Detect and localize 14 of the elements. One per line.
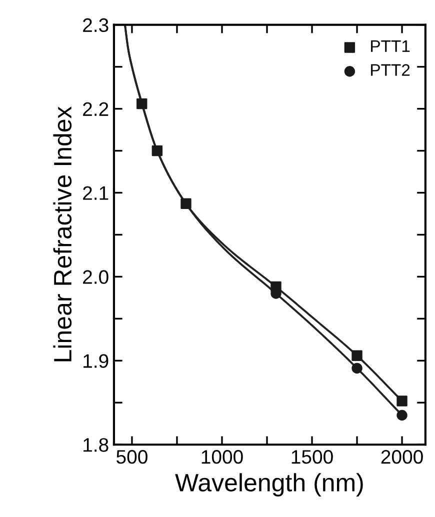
legend-label: PTT1: [371, 40, 410, 52]
y-tick-label: 1.8: [84, 438, 108, 452]
y-tick-label: 2.0: [83, 270, 108, 284]
x-tick-label: 1000: [202, 450, 243, 464]
x-tick-label: 1500: [292, 450, 333, 464]
x-tick-label: 2000: [381, 450, 423, 464]
y-tick-label: 2.1: [83, 186, 108, 200]
x-tick-label: 500: [116, 450, 148, 464]
y-tick-label: 2.2: [83, 102, 108, 116]
legend-label: PTT2: [371, 64, 410, 76]
x-axis-title: Wavelength (nm): [175, 473, 363, 496]
y-tick-label: 1.9: [84, 354, 108, 368]
y-tick-label: 2.3: [83, 18, 108, 32]
y-axis-title: Linear Refractive Index: [53, 106, 72, 362]
